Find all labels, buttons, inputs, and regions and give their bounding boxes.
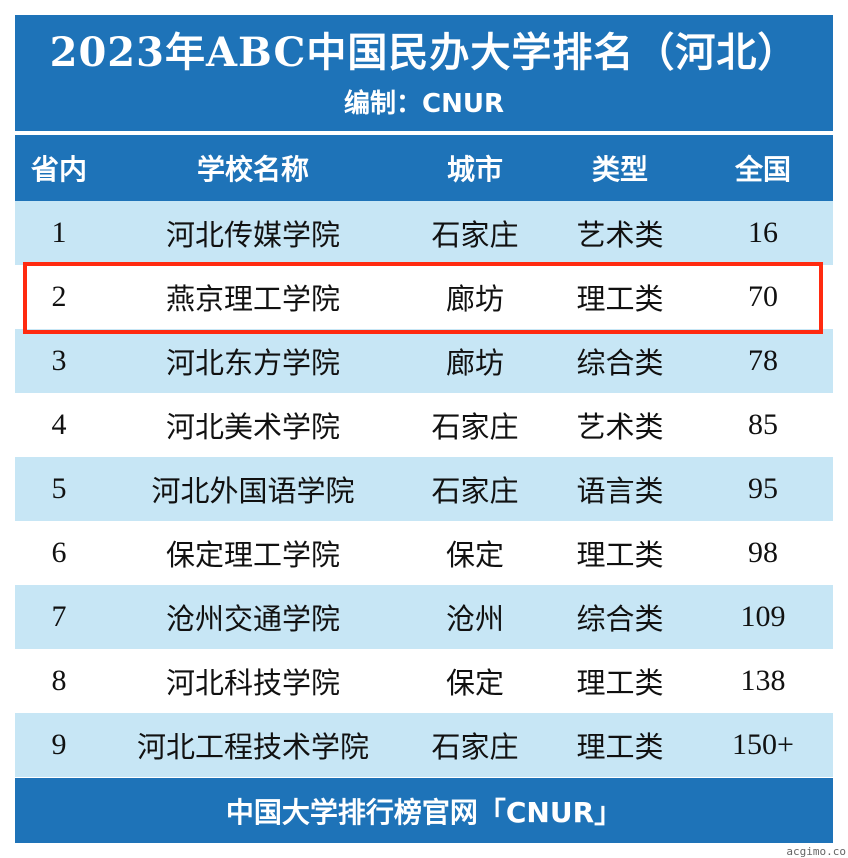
divider <box>15 131 833 135</box>
cell-city: 沧州 <box>445 602 504 636</box>
footer-banner: 中国大学排行榜官网「CNUR」 <box>15 778 833 843</box>
cell-school-name: 沧州交通学院 <box>165 602 340 636</box>
title-block: 2023年ABC中国民办大学排名（河北） 编制：CNUR <box>15 15 833 131</box>
table-row: 5 河北外国语学院 石家庄 语言类 95 <box>15 457 833 521</box>
cell-type: 理工类 <box>576 538 664 572</box>
header-national-rank: 全国 <box>734 153 791 186</box>
cell-type: 艺术类 <box>576 410 664 444</box>
cell-school-name: 燕京理工学院 <box>165 282 340 316</box>
table-row: 4 河北美术学院 石家庄 艺术类 85 <box>15 393 833 457</box>
cell-type: 综合类 <box>576 346 664 380</box>
cell-type: 艺术类 <box>576 218 664 252</box>
cell-rank: 2 <box>51 280 67 313</box>
cell-rank: 5 <box>51 472 67 505</box>
cell-rank: 7 <box>51 600 67 633</box>
cell-school-name: 保定理工学院 <box>165 538 340 572</box>
cell-rank: 1 <box>51 216 67 249</box>
cell-city: 石家庄 <box>431 730 519 764</box>
cell-type: 语言类 <box>576 474 664 508</box>
cell-type: 理工类 <box>576 666 664 700</box>
cell-city: 廊坊 <box>445 346 504 380</box>
cell-national-rank: 85 <box>748 408 778 441</box>
header-school-name: 学校名称 <box>196 153 309 186</box>
cell-school-name: 河北美术学院 <box>165 410 340 444</box>
cell-national-rank: 16 <box>748 216 778 249</box>
cell-type: 理工类 <box>576 730 664 764</box>
cell-national-rank: 98 <box>748 536 778 569</box>
cell-national-rank: 138 <box>740 664 786 697</box>
page-subtitle: 编制：CNUR <box>344 89 504 119</box>
table-body: 1 河北传媒学院 石家庄 艺术类 16 2 燕京理工学院 廊坊 理工类 70 3… <box>15 201 833 777</box>
table-row: 7 沧州交通学院 沧州 综合类 109 <box>15 585 833 649</box>
header-city: 城市 <box>446 153 503 186</box>
cell-rank: 3 <box>51 344 67 377</box>
cell-rank: 4 <box>51 408 67 441</box>
cell-school-name: 河北科技学院 <box>165 666 340 700</box>
header-type: 类型 <box>591 153 648 186</box>
cell-national-rank: 78 <box>748 344 778 377</box>
cell-type: 综合类 <box>576 602 664 636</box>
cell-school-name: 河北传媒学院 <box>165 218 340 252</box>
cell-national-rank: 109 <box>740 600 786 633</box>
table-row: 3 河北东方学院 廊坊 综合类 78 <box>15 329 833 393</box>
cell-rank: 9 <box>51 728 67 761</box>
cell-city: 廊坊 <box>445 282 504 316</box>
cell-national-rank: 70 <box>748 280 778 313</box>
watermark: acgimo.co <box>786 845 846 858</box>
page-title: 2023年ABC中国民办大学排名（河北） <box>49 29 799 76</box>
cell-school-name: 河北工程技术学院 <box>136 730 369 764</box>
cell-city: 石家庄 <box>431 410 519 444</box>
table-row: 1 河北传媒学院 石家庄 艺术类 16 <box>15 201 833 265</box>
cell-city: 保定 <box>445 538 504 572</box>
cell-school-name: 河北东方学院 <box>165 346 340 380</box>
table-row: 2 燕京理工学院 廊坊 理工类 70 <box>15 265 833 329</box>
cell-rank: 6 <box>51 536 67 569</box>
ranking-board: 2023年ABC中国民办大学排名（河北） 编制：CNUR 省内 学校名称 城市 … <box>15 15 833 843</box>
table-row: 9 河北工程技术学院 石家庄 理工类 150+ <box>15 713 833 777</box>
table-row: 6 保定理工学院 保定 理工类 98 <box>15 521 833 585</box>
cell-type: 理工类 <box>576 282 664 316</box>
cell-city: 石家庄 <box>431 218 519 252</box>
cell-national-rank: 150+ <box>732 728 794 761</box>
table-header: 省内 学校名称 城市 类型 全国 <box>15 135 833 201</box>
header-province-rank: 省内 <box>30 153 87 186</box>
cell-city: 石家庄 <box>431 474 519 508</box>
cell-school-name: 河北外国语学院 <box>151 474 355 508</box>
cell-city: 保定 <box>445 666 504 700</box>
table-row: 8 河北科技学院 保定 理工类 138 <box>15 649 833 713</box>
cell-rank: 8 <box>51 664 67 697</box>
cell-national-rank: 95 <box>748 472 778 505</box>
